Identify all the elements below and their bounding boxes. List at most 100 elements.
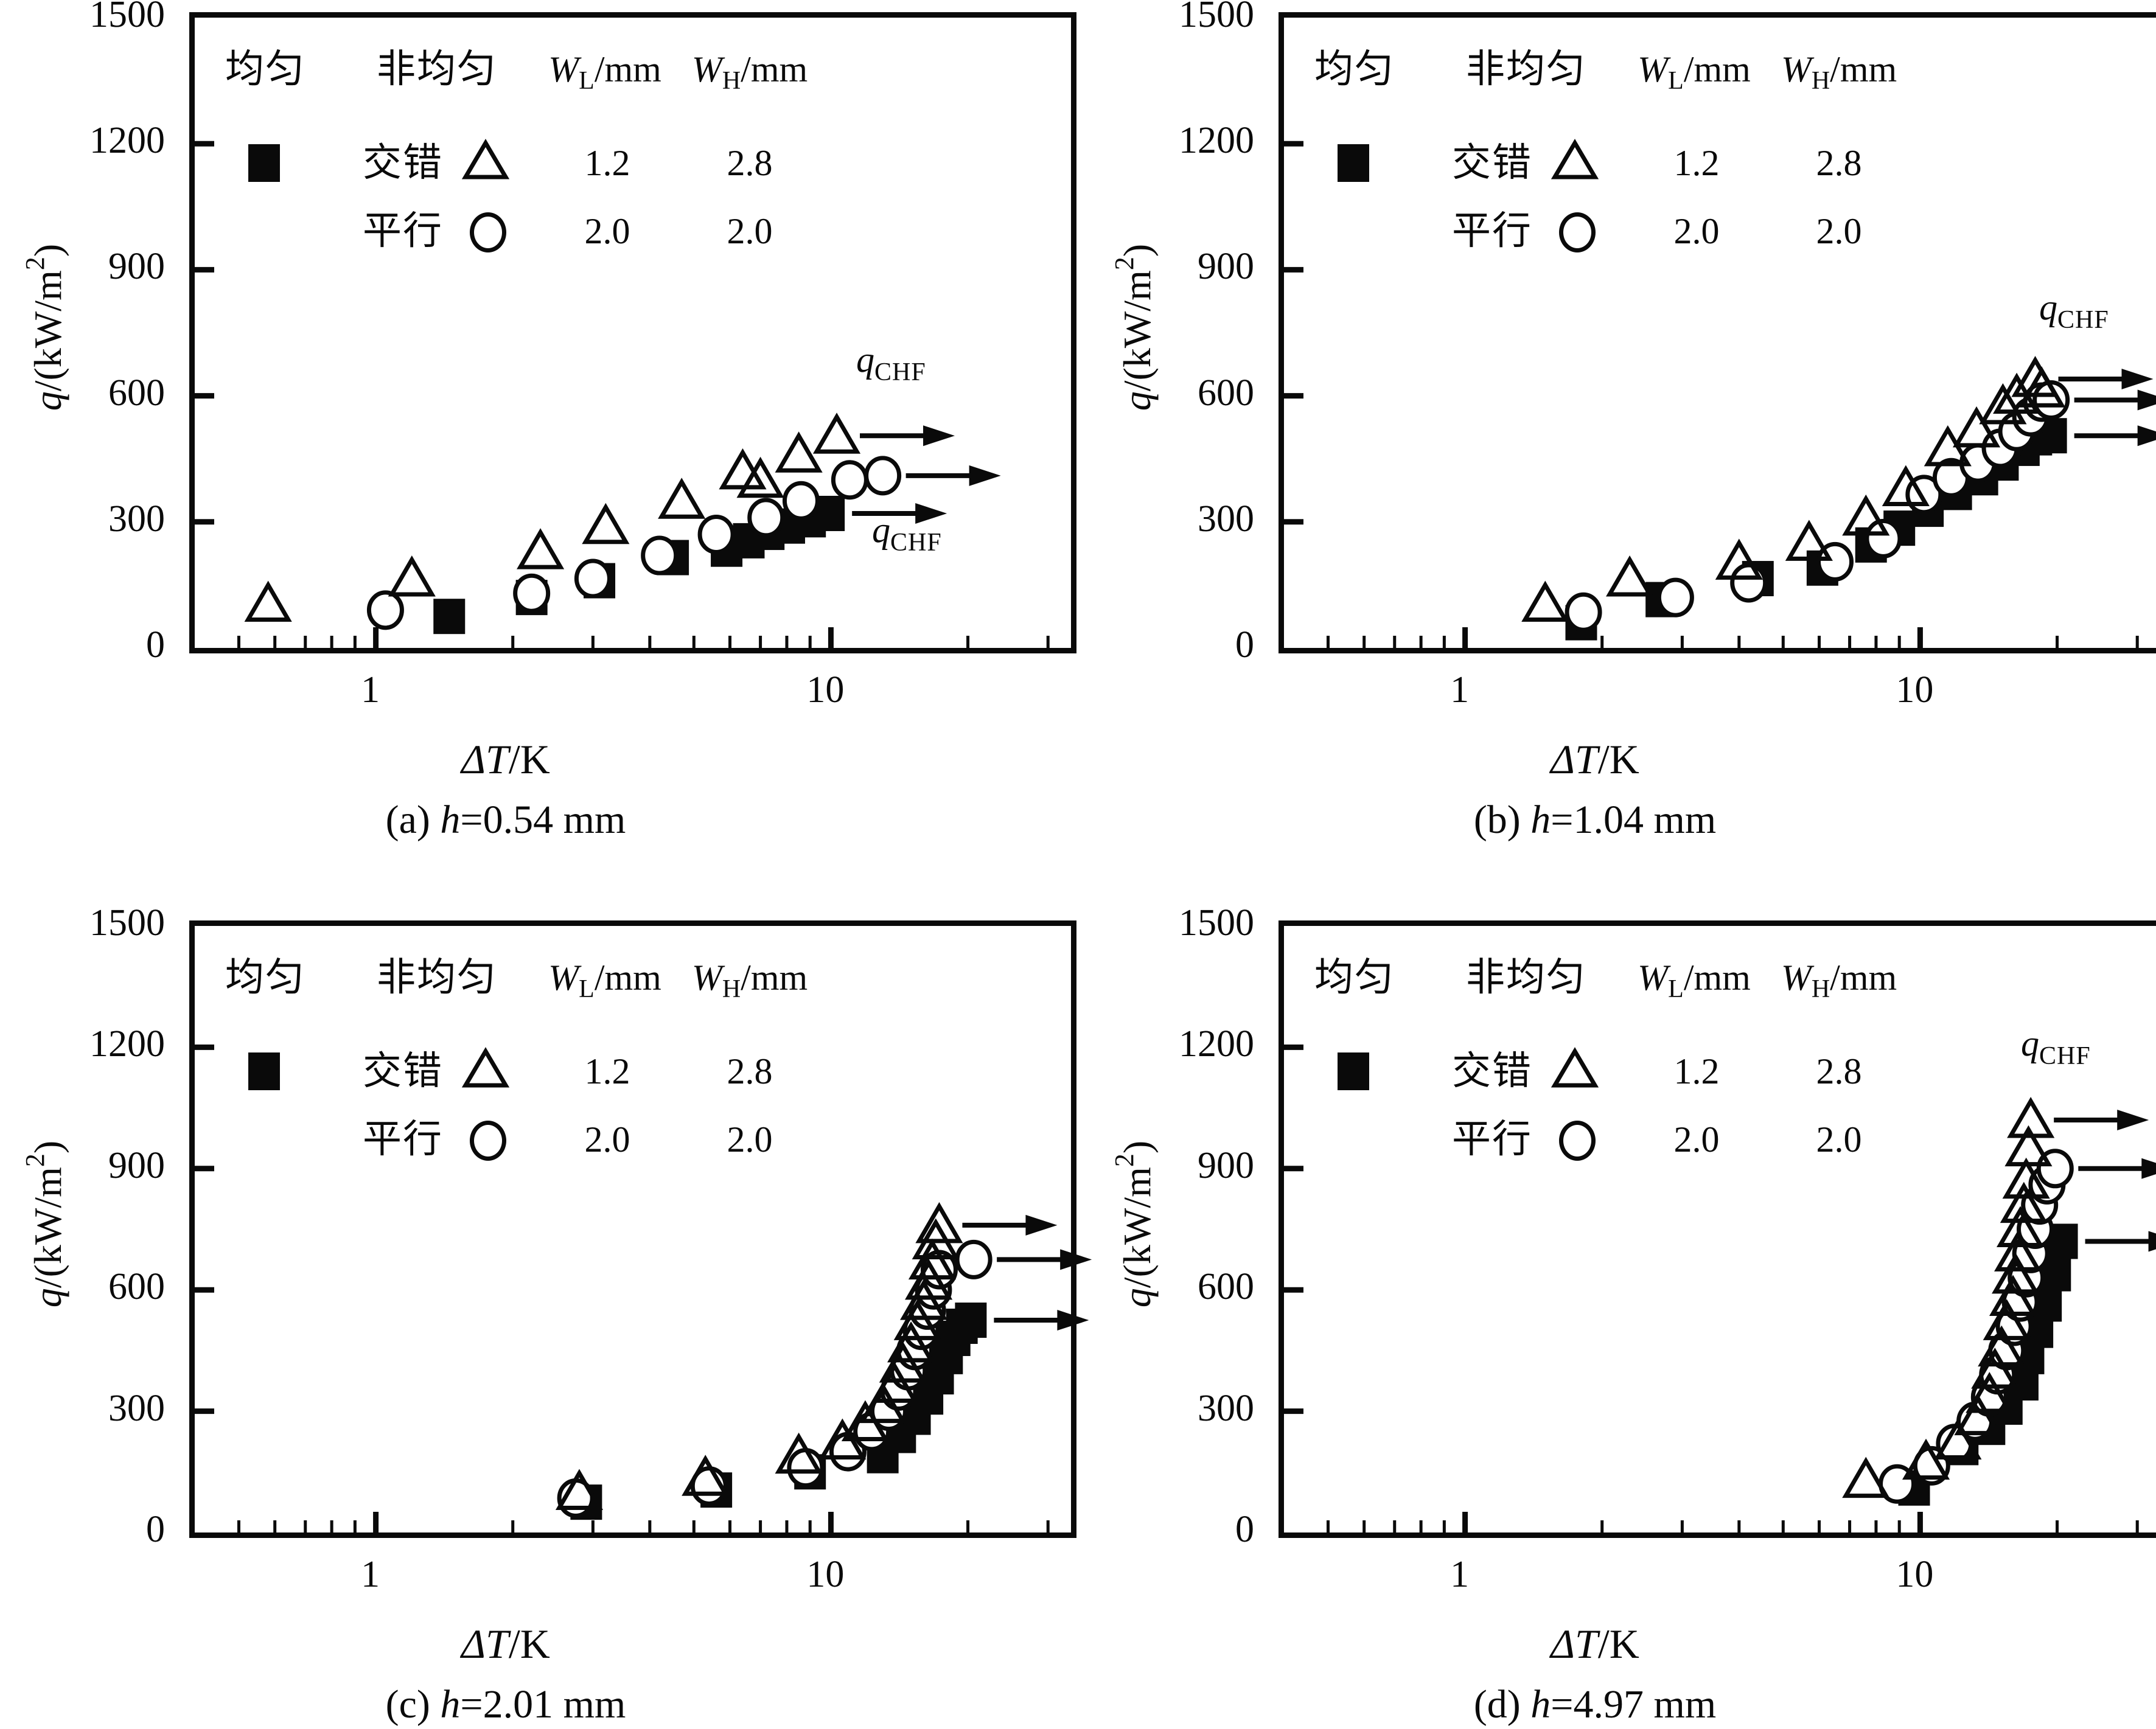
data-point-triangle	[775, 431, 823, 473]
x-axis-label: ΔT/K	[461, 736, 550, 782]
chf-arrow-head	[2137, 425, 2156, 447]
y-tick-label: 300	[1198, 498, 1254, 540]
panel-caption: (c) h=2.01 mm	[385, 1682, 626, 1727]
series-triangle-open	[1521, 355, 2154, 622]
y-tick-label: 600	[1198, 1266, 1254, 1308]
x-axis-label: ΔT/K	[1551, 1621, 1639, 1667]
chf-arrow-head	[2148, 1231, 2156, 1252]
series-triangle-open	[244, 412, 955, 622]
chf-arrow-head	[1060, 1249, 1092, 1270]
data-point-triangle	[1966, 1372, 2014, 1413]
data-point-triangle	[555, 1469, 604, 1511]
data-point-triangle	[775, 1432, 823, 1474]
chf-arrow-head	[2117, 1110, 2149, 1131]
data-point-triangle	[879, 1341, 927, 1383]
y-tick-label: 600	[108, 1266, 165, 1308]
y-tick-label: 900	[108, 1144, 165, 1186]
data-point-triangle	[736, 456, 784, 498]
data-point-square	[433, 599, 466, 635]
chart-svg	[195, 1044, 1092, 1532]
qchf-annotation: qCHF	[2021, 1023, 2091, 1070]
y-tick-label: 1200	[89, 1023, 165, 1065]
data-point-triangle	[1989, 1275, 2037, 1316]
series-circle-open	[366, 456, 1001, 630]
x-tick-label: 10	[806, 669, 845, 711]
data-point-triangle	[905, 1258, 953, 1300]
plot-area: 均匀 非均匀 WL/mm WH/mm 交错 1.2 2.8 平行 2.0 2.0…	[1279, 920, 2156, 1538]
data-point-triangle	[1715, 538, 1763, 580]
data-point-triangle	[658, 478, 706, 519]
data-point-circle	[366, 590, 404, 630]
x-tick-label: 10	[1896, 669, 1934, 711]
x-axis-label: ΔT/K	[1551, 736, 1639, 782]
data-point-triangle	[1994, 1230, 2042, 1272]
data-point-triangle	[682, 1455, 730, 1496]
data-point-triangle	[1978, 1325, 2026, 1367]
data-point-circle	[574, 558, 612, 599]
chart-svg	[195, 141, 1050, 648]
series-triangle-open	[555, 1202, 1058, 1511]
data-point-triangle	[719, 448, 767, 490]
data-point-triangle	[244, 580, 292, 622]
y-tick-label: 1500	[1179, 0, 1254, 35]
series-triangle-open	[1842, 1097, 2149, 1498]
data-point-triangle	[1952, 406, 2001, 448]
data-point-triangle	[2011, 355, 2059, 397]
data-point-circle	[513, 573, 551, 613]
data-point-circle	[1565, 592, 1602, 632]
data-point-circle	[1656, 577, 1694, 618]
data-point-circle	[641, 535, 679, 576]
data-point-triangle	[582, 503, 630, 544]
data-point-circle	[697, 515, 735, 555]
chf-arrow-head	[1025, 1214, 1058, 1236]
data-point-triangle	[2004, 1125, 2053, 1167]
chart-svg	[1284, 141, 2156, 648]
data-point-triangle	[1842, 494, 1890, 536]
x-tick-label: 1	[361, 1554, 380, 1595]
data-point-triangle	[1979, 383, 2027, 425]
chf-arrow-head	[2141, 1158, 2156, 1179]
data-point-triangle	[887, 1321, 935, 1363]
chf-arrow-head	[923, 425, 955, 447]
y-tick-label: 1500	[1179, 902, 1254, 944]
data-point-triangle	[1842, 1456, 1890, 1498]
data-point-triangle	[2000, 1181, 2048, 1223]
y-tick-label: 900	[1198, 246, 1254, 288]
data-point-triangle	[388, 555, 436, 597]
data-point-triangle	[1521, 580, 1569, 622]
x-tick-label: 10	[806, 1554, 845, 1595]
data-point-triangle	[893, 1299, 941, 1340]
y-tick-label: 0	[1235, 1509, 1254, 1550]
qchf-annotation: qCHF	[872, 510, 942, 557]
y-axis-label: q/(kW/m2)	[1109, 1140, 1159, 1307]
panel-caption: (b) h=1.04 mm	[1473, 798, 1717, 842]
data-point-triangle	[1785, 520, 1833, 561]
data-point-circle	[2032, 380, 2070, 420]
data-point-triangle	[1606, 555, 1654, 597]
y-tick-label: 900	[1198, 1144, 1254, 1186]
panel-caption: (d) h=4.97 mm	[1473, 1682, 1717, 1727]
chart-svg	[1284, 1044, 2156, 1532]
data-point-triangle	[1954, 1394, 2002, 1436]
y-tick-label: 1500	[89, 902, 165, 944]
data-point-triangle	[812, 412, 861, 454]
x-tick-label: 10	[1896, 1554, 1934, 1595]
chf-arrow-head	[2137, 389, 2156, 411]
data-point-triangle	[859, 1382, 907, 1424]
y-tick-label: 1200	[1179, 120, 1254, 162]
x-tick-label: 1	[361, 669, 380, 711]
data-point-triangle	[870, 1362, 919, 1403]
data-point-triangle	[1971, 1348, 2019, 1389]
data-point-triangle	[1996, 1206, 2045, 1247]
panel-caption: (a) h=0.54 mm	[385, 798, 626, 842]
data-point-triangle	[1934, 1418, 1982, 1459]
y-tick-label: 300	[108, 1387, 165, 1429]
y-tick-label: 1500	[89, 0, 165, 35]
chf-arrow-head	[969, 465, 1001, 486]
series-circle-open	[1565, 380, 2156, 632]
y-tick-label: 1200	[89, 120, 165, 162]
y-tick-label: 0	[1235, 624, 1254, 666]
